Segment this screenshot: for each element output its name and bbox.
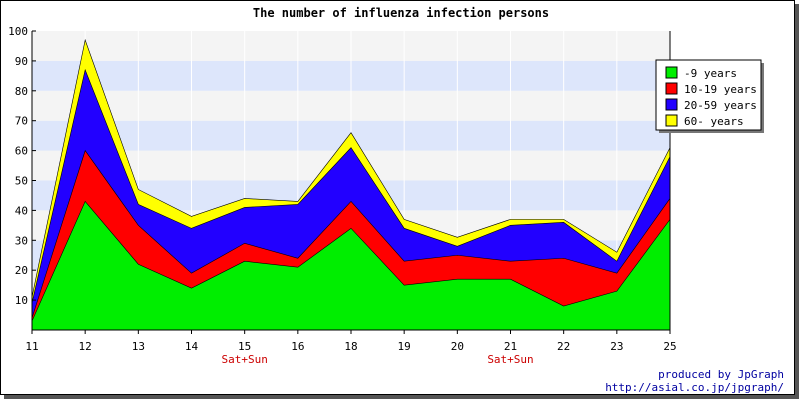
x-tick-label: 19 [398,340,411,353]
x-tick-label: 11 [25,340,38,353]
x-tick-label: 23 [610,340,623,353]
y-tick-label: 50 [15,175,28,188]
y-tick-label: 10 [15,294,28,307]
x-tick-label: 20 [451,340,464,353]
legend-swatch [665,98,678,111]
x-tick-label: 18 [344,340,357,353]
x-tick-label: 15 [238,340,251,353]
y-tick-label: 80 [15,85,28,98]
legend-label: 10-19 years [684,83,757,96]
legend-label: 20-59 years [684,99,757,112]
x-sublabel: Sat+Sun [221,353,267,366]
y-tick-label: 40 [15,204,28,217]
area-9-years [31,200,671,331]
x-tick-label: 13 [132,340,145,353]
x-sublabel: Sat+Sun [487,353,533,366]
y-tick-label: 30 [15,234,28,247]
x-tick-label: 25 [663,340,676,353]
legend: -9 years 10-19 years 20-59 years 60- years [655,59,764,133]
legend-swatch [665,114,678,127]
y-tick-label: 90 [15,55,28,68]
y-tick-label: 20 [15,264,28,277]
x-tick-label: 22 [557,340,570,353]
chart-title: The number of influenza infection person… [253,6,549,20]
legend-label: 60- years [684,115,744,128]
legend-label: -9 years [684,67,737,80]
credit-url: http://asial.co.jp/jpgraph/ [605,381,784,394]
y-tick-label: 100 [8,25,28,38]
legend-swatch [665,66,678,79]
y-tick-label: 60 [15,145,28,158]
credit-produced-by: produced by JpGraph [658,368,784,381]
x-tick-label: 21 [504,340,517,353]
x-tick-label: 16 [291,340,304,353]
legend-swatch [665,82,678,95]
x-tick-label: 14 [185,340,199,353]
x-tick-label: 12 [79,340,92,353]
y-tick-label: 70 [15,115,28,128]
area-series [31,38,671,331]
